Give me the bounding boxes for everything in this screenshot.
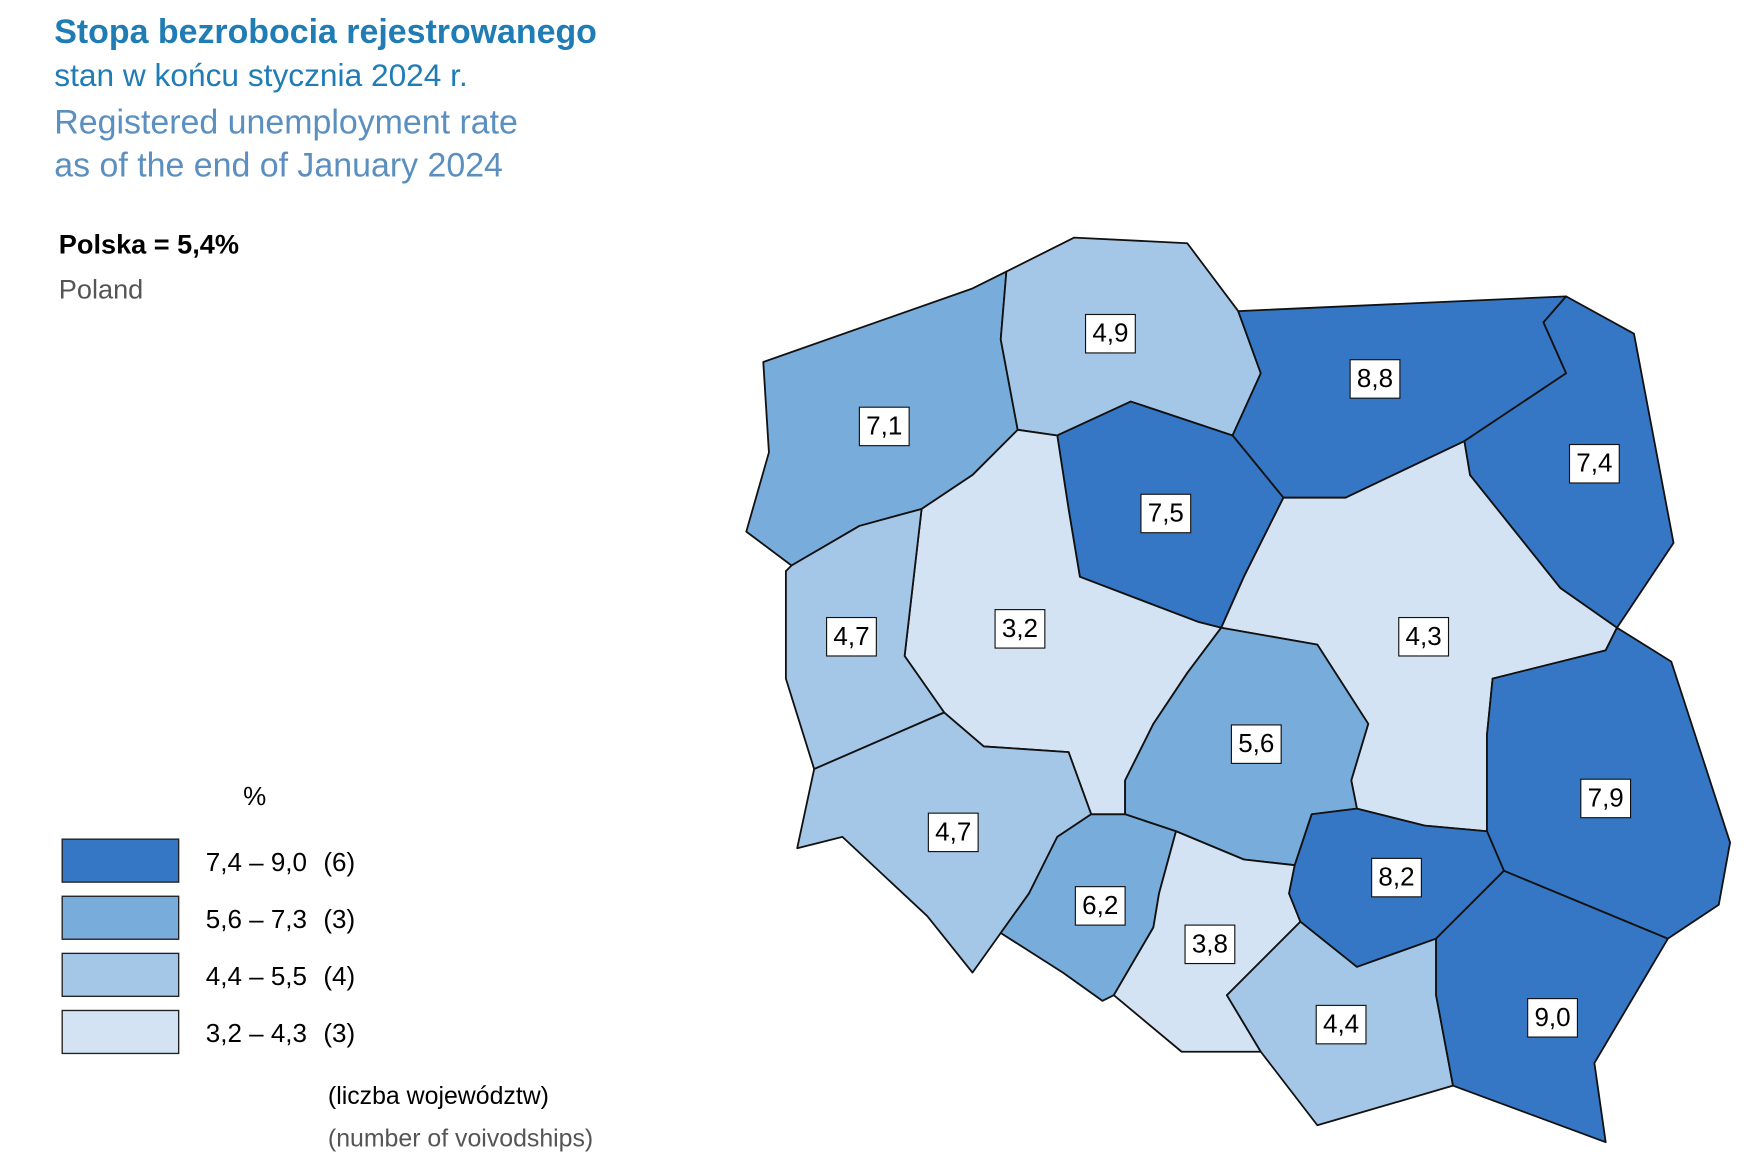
- value-label: 4,4: [1323, 1009, 1359, 1039]
- region-labels: 7,1 4,9 8,8 7,4 7,5 3,2 4,7 4,3 5,6 7,9 4,7 6,2 3,8 8…: [826, 313, 1632, 1045]
- value-label: 4,7: [935, 816, 971, 846]
- legend-note: (liczba województw): [328, 1082, 549, 1110]
- national-rate: Polska = 5,4%: [59, 228, 239, 259]
- legend-count: (3): [323, 904, 355, 934]
- legend-range: 4,4 – 5,5: [206, 961, 307, 991]
- legend-range: 3,2 – 4,3: [206, 1018, 307, 1048]
- value-label: 7,1: [866, 410, 902, 440]
- value-label-box: [1230, 724, 1282, 764]
- legend-swatch: [61, 895, 180, 940]
- value-label: 9,0: [1534, 1002, 1570, 1032]
- value-label-box: [1140, 493, 1192, 534]
- legend-swatch: [61, 952, 180, 998]
- value-label: 3,2: [1002, 613, 1038, 643]
- legend-swatch: [61, 1009, 180, 1055]
- legend: 7,4 – 9,0 (6) 5,6 – 7,3 (3) 4,4 – 5,5 (4) 3,2 …: [61, 838, 355, 1055]
- legend-count: (6): [323, 847, 355, 877]
- subtitle: stan w końcu stycznia 2024 r.: [54, 57, 468, 93]
- regions: [745, 236, 1731, 1144]
- legend-unit: %: [243, 781, 266, 811]
- value-label-box: [1084, 313, 1136, 354]
- legend-note-en: (number of voivodships): [328, 1125, 593, 1153]
- value-label-box: [994, 609, 1046, 649]
- value-label-box: [927, 812, 979, 853]
- value-label-box: [858, 406, 910, 447]
- value-label: 5,6: [1238, 728, 1274, 758]
- value-label: 7,5: [1148, 498, 1184, 528]
- value-label: 4,3: [1406, 621, 1442, 651]
- title-en: Registered unemployment rate: [54, 104, 518, 142]
- title-en: as of the end of January 2024: [54, 147, 503, 185]
- value-label-box: [1184, 924, 1236, 965]
- value-label-box: [1568, 443, 1620, 484]
- value-label-box: [1349, 359, 1401, 399]
- value-label: 7,9: [1588, 782, 1624, 812]
- value-label: 7,4: [1576, 448, 1612, 478]
- national-label-en: Poland: [59, 274, 143, 305]
- value-label: 3,8: [1192, 928, 1228, 958]
- value-label-box: [826, 616, 877, 657]
- legend-swatch: [61, 838, 180, 883]
- value-label-box: [1315, 1004, 1367, 1045]
- legend-count: (3): [323, 1018, 355, 1048]
- value-label-box: [1371, 857, 1422, 898]
- value-label-box: [1074, 886, 1126, 926]
- value-label: 8,2: [1378, 862, 1414, 892]
- value-label: 6,2: [1082, 890, 1118, 920]
- value-label: 8,8: [1357, 363, 1393, 393]
- value-label-box: [1398, 616, 1450, 657]
- value-label: 4,9: [1092, 318, 1128, 348]
- legend-count: (4): [323, 961, 355, 991]
- value-label: 4,7: [833, 621, 869, 651]
- legend-range: 5,6 – 7,3: [206, 904, 307, 934]
- value-label-box: [1527, 998, 1578, 1038]
- title: Stopa bezrobocia rejestrowanego: [54, 13, 597, 51]
- value-label-box: [1580, 778, 1632, 819]
- legend-range: 7,4 – 9,0: [206, 847, 307, 877]
